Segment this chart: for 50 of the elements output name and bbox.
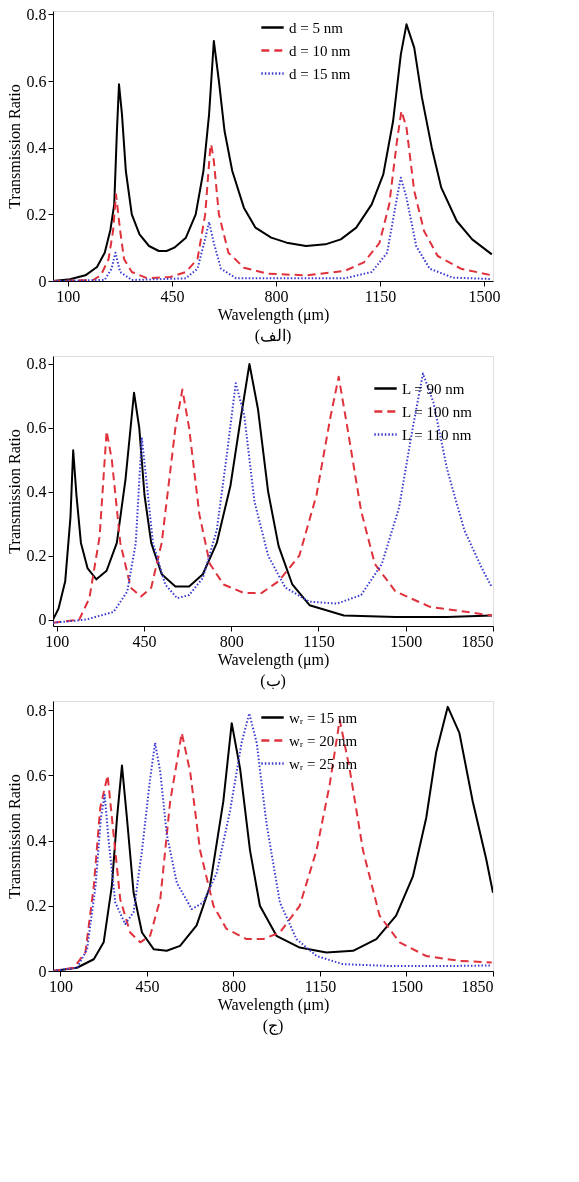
x-tick-label: 1150 [364,287,397,305]
x-tick-label: 800 [219,632,244,650]
x-tick-label: 100 [48,977,73,995]
legend-label: L = 100 nm [402,403,473,420]
y-tick-label: 0.8 [26,355,47,373]
text: (الف) [254,327,292,345]
x-tick-label: 1850 [461,632,494,650]
y-tick-label: 0.4 [26,483,47,501]
x-tick-label: 100 [45,632,70,650]
x-tick-label: 800 [264,287,289,305]
legend-label: d = 15 nm [289,65,351,82]
y-tick-label: 0.4 [26,832,47,850]
x-axis-title: Wavelength (μm) [217,995,330,1014]
y-axis-title: Transmission Ratio [5,774,23,899]
y-axis-title: Transmission Ratio [5,429,23,554]
x-tick-label: 450 [160,287,185,305]
y-tick-label: 0 [38,272,47,290]
x-tick-label: 100 [56,287,81,305]
x-axis-title: Wavelength (μm) [217,650,330,669]
y-tick-label: 0 [38,611,47,629]
x-tick-label: 1150 [304,977,337,995]
y-tick-label: 0.6 [26,766,47,784]
x-tick-label: 800 [221,977,246,995]
x-tick-label: 1500 [390,977,423,995]
legend-label: wᵣ = 25 nm [289,755,358,772]
x-tick-label: 1150 [303,632,335,650]
legend-label: wᵣ = 15 nm [289,709,358,726]
x-tick-label: 450 [135,977,160,995]
y-tick-label: 0.2 [26,205,47,223]
y-tick-label: 0 [38,962,47,980]
x-axis-title: Wavelength (μm) [217,305,330,324]
y-tick-label: 0.4 [26,139,47,157]
x-tick-label: 1850 [461,977,494,995]
legend-label: d = 5 nm [289,19,344,36]
legend-label: L = 90 nm [402,380,465,397]
y-tick-label: 0.6 [26,419,47,437]
y-tick-label: 0.8 [26,701,47,719]
legend-label: d = 10 nm [289,42,351,59]
legend-label: wᵣ = 20 nm [289,732,358,749]
y-tick-label: 0.6 [26,72,47,90]
y-tick-label: 0.2 [26,897,47,915]
x-tick-label: 450 [132,632,157,650]
x-tick-label: 1500 [390,632,423,650]
y-tick-label: 0.8 [26,5,47,23]
legend-label: L = 110 nm [402,426,472,443]
y-tick-label: 0.2 [26,547,47,565]
y-axis-title: Transmission Ratio [5,84,23,209]
text: (ب) [260,672,286,690]
text: (ج) [262,1017,284,1035]
x-tick-label: 1500 [468,287,501,305]
